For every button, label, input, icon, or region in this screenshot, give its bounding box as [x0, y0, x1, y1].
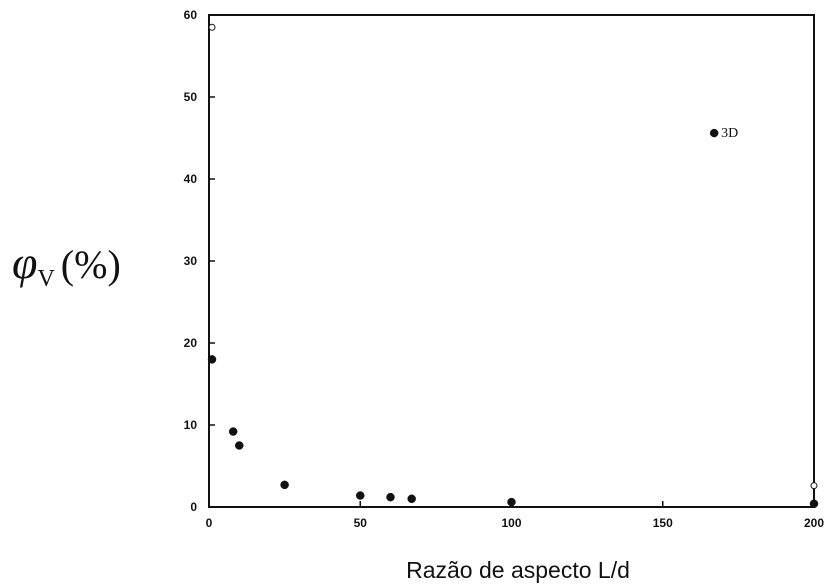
y-axis-label-subscript: V — [37, 266, 55, 292]
data-point — [280, 480, 289, 490]
data-point — [709, 128, 719, 138]
y-axis-label: φV (%) — [12, 237, 121, 292]
data-point — [207, 355, 217, 364]
y-tick-label: 30 — [184, 254, 198, 268]
point-annotations: 3D — [721, 126, 738, 141]
y-tick-label: 0 — [190, 500, 197, 514]
y-tick-label: 50 — [184, 90, 198, 104]
x-tick-label: 50 — [354, 516, 368, 530]
x-tick-label: 200 — [804, 516, 824, 530]
plot-frame — [208, 14, 815, 508]
x-tick-label: 0 — [206, 516, 213, 530]
y-tick-label: 10 — [184, 418, 198, 432]
point-label: 3D — [721, 126, 738, 141]
open-data-point — [208, 23, 216, 31]
y-axis-label-symbol: φ — [12, 237, 37, 288]
open-data-point — [810, 482, 818, 490]
y-tick-label: 40 — [184, 172, 198, 186]
data-points — [207, 23, 819, 508]
data-point — [407, 494, 416, 504]
data-point — [386, 492, 395, 502]
y-tick-label: 20 — [184, 336, 198, 350]
x-axis-ticks: 0 50 100 150 200 — [206, 501, 824, 530]
y-axis-ticks: 0 10 20 30 40 50 60 — [184, 8, 215, 514]
data-point — [356, 491, 365, 500]
data-point — [228, 427, 238, 436]
y-axis-label-unit: (%) — [61, 242, 121, 287]
y-tick-label: 60 — [184, 8, 198, 22]
data-point — [809, 499, 819, 508]
data-point — [507, 497, 516, 507]
data-point — [235, 441, 244, 450]
x-tick-label: 150 — [653, 516, 673, 530]
x-axis-label: Razão de aspecto L/d — [406, 557, 630, 583]
x-tick-label: 100 — [501, 516, 521, 530]
